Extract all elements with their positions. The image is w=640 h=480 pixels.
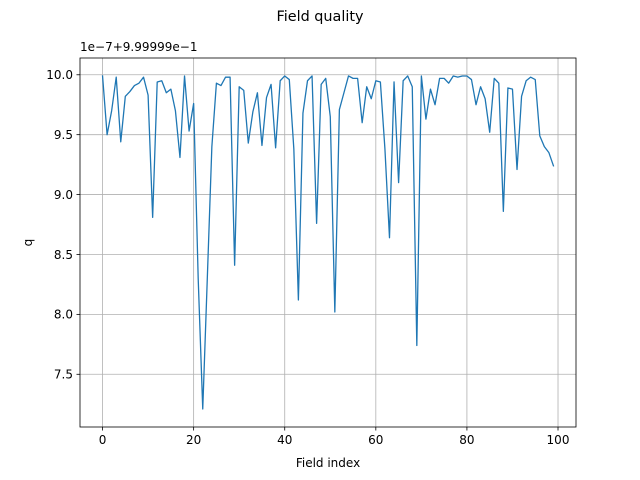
y-axis-label: q bbox=[21, 239, 35, 247]
x-tick-label: 40 bbox=[277, 433, 292, 447]
x-tick-label: 60 bbox=[368, 433, 383, 447]
plot-frame bbox=[79, 57, 577, 428]
x-tick-label: 100 bbox=[547, 433, 570, 447]
y-axis-ticks: 7.5 8.0 8.5 9.0 9.5 10.0 bbox=[46, 68, 80, 382]
series-line bbox=[101, 75, 555, 410]
y-tick-label: 9.0 bbox=[54, 188, 73, 202]
y-tick-label: 10.0 bbox=[46, 68, 73, 82]
y-offset-label: 1e−7+9.99999e−1 bbox=[80, 40, 197, 54]
y-tick-label: 9.5 bbox=[54, 128, 73, 142]
x-axis-ticks: 0 20 40 60 80 100 bbox=[99, 427, 570, 447]
series-layer bbox=[101, 75, 555, 410]
y-tick-label: 8.5 bbox=[54, 248, 73, 262]
y-tick-label: 7.5 bbox=[54, 368, 73, 382]
chart-title: Field quality bbox=[276, 9, 364, 25]
y-tick-label: 8.0 bbox=[54, 308, 73, 322]
x-axis-label: Field index bbox=[296, 456, 360, 470]
x-tick-label: 0 bbox=[99, 433, 107, 447]
grid-lines bbox=[80, 58, 576, 427]
x-tick-label: 80 bbox=[459, 433, 474, 447]
x-tick-label: 20 bbox=[186, 433, 201, 447]
